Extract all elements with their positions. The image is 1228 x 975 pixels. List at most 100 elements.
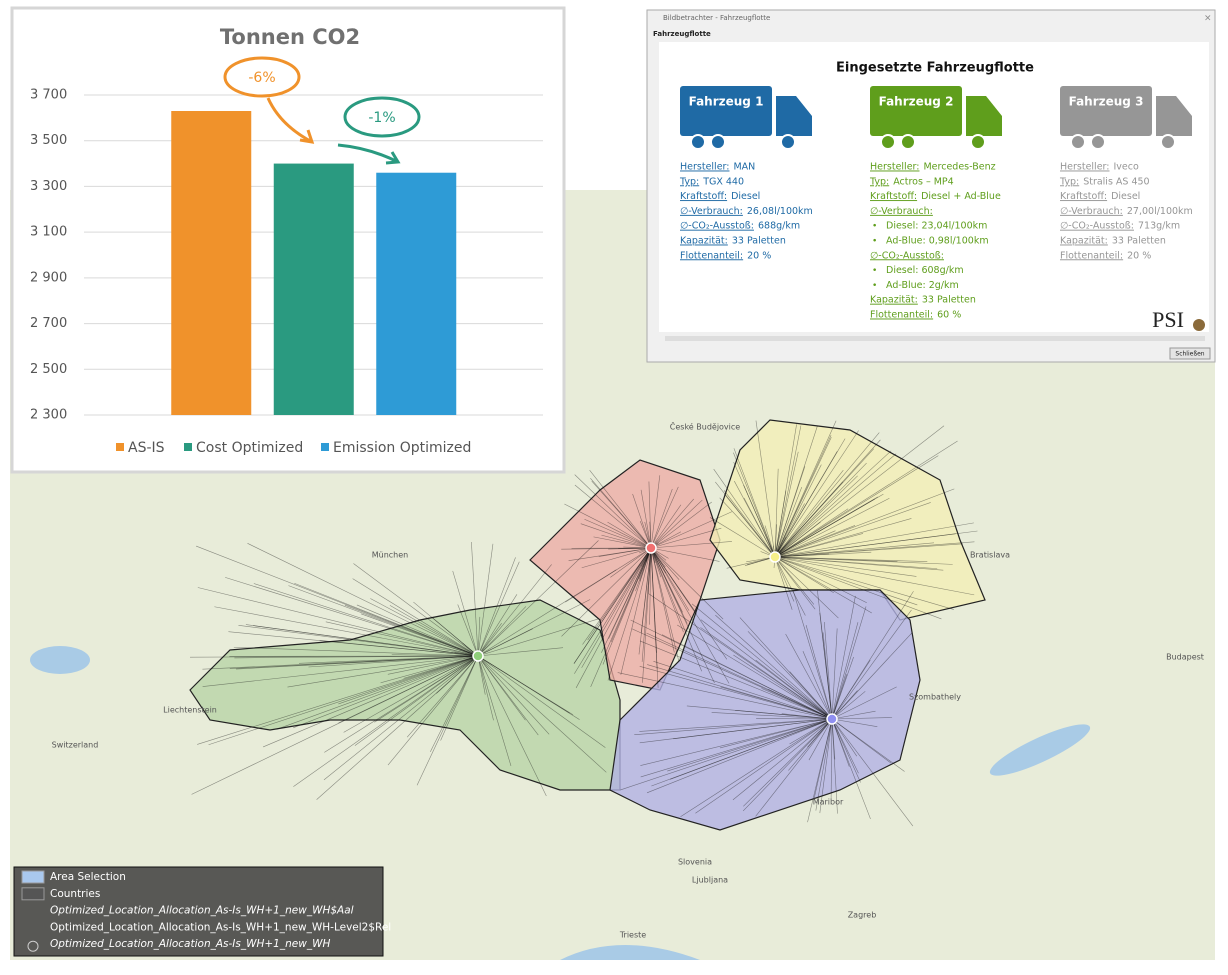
bullet: • <box>872 222 877 232</box>
line-label: Kraftstoff: <box>1060 191 1107 202</box>
line-value: Diesel <box>1111 191 1140 202</box>
line-label: Typ: <box>679 176 699 187</box>
dialog: Bildbetrachter - Fahrzeugflotte × Fahrze… <box>647 10 1215 362</box>
line-label: Kraftstoff: <box>870 191 917 202</box>
truck-label: Fahrzeug 1 <box>689 95 764 109</box>
line-value: 20 % <box>747 250 771 261</box>
legend-label: Area Selection <box>50 871 126 883</box>
y-tick-label: 2 300 <box>30 408 67 423</box>
line-value: Mercedes-Benz <box>923 162 995 173</box>
line-value: 60 % <box>937 310 961 321</box>
line-label: Flottenanteil: <box>870 310 933 321</box>
tab[interactable]: Fahrzeugflotte <box>653 30 711 38</box>
wheel <box>1091 135 1105 149</box>
place-label: Switzerland <box>52 741 99 750</box>
close-icon[interactable]: × <box>1204 14 1212 24</box>
truck-label: Fahrzeug 3 <box>1069 95 1144 109</box>
place-label: München <box>372 551 409 560</box>
legend-label: Countries <box>50 888 100 900</box>
line-value: Actros – MP4 <box>893 176 954 187</box>
place-label: Slovenia <box>678 858 712 867</box>
legend-symbol <box>22 871 44 883</box>
line-value: Stralis AS 450 <box>1083 176 1149 187</box>
truck-label: Fahrzeug 2 <box>879 95 954 109</box>
line-text: Diesel: 608g/km <box>886 265 964 276</box>
hub <box>827 714 837 724</box>
line-label: Hersteller: <box>1060 162 1109 173</box>
legend-swatch <box>116 443 124 451</box>
line-label: ∅-CO₂-Ausstoß: <box>680 221 754 232</box>
place-label: České Budějovice <box>670 421 741 432</box>
wheel <box>971 135 985 149</box>
line-label: Kapazität: <box>870 295 918 306</box>
hub <box>646 543 656 553</box>
line-value: MAN <box>733 162 755 173</box>
line-value: 27,00l/100km <box>1127 206 1193 217</box>
wheel <box>881 135 895 149</box>
line-label: Kraftstoff: <box>680 191 727 202</box>
line-value: TGX 440 <box>702 176 744 187</box>
y-tick-label: 2 700 <box>30 316 67 331</box>
legend-label: Optimized_Location_Allocation_As-Is_WH+1… <box>50 921 391 933</box>
y-tick-label: 3 700 <box>30 88 67 103</box>
legend-label: AS-IS <box>128 440 165 456</box>
bar <box>376 173 456 415</box>
line-label: Flottenanteil: <box>680 250 743 261</box>
scrollbar[interactable] <box>665 336 1205 341</box>
truck-body <box>1060 86 1152 136</box>
y-tick-label: 3 500 <box>30 133 67 148</box>
line-value: Diesel + Ad-Blue <box>921 191 1001 202</box>
legend-swatch <box>184 443 192 451</box>
truck-body <box>870 86 962 136</box>
line-value: 20 % <box>1127 250 1151 261</box>
y-tick-label: 3 100 <box>30 225 67 240</box>
legend-label: Optimized_Location_Allocation_As-Is_WH+1… <box>50 905 354 917</box>
line-label: ∅-Verbrauch: <box>1060 206 1123 217</box>
heading: Eingesetzte Fahrzeugflotte <box>836 61 1034 76</box>
annotation: -1% <box>368 110 395 126</box>
bullet: • <box>872 237 877 247</box>
line-text: Ad-Blue: 2g/km <box>886 280 959 291</box>
truck-body <box>680 86 772 136</box>
line-label: Hersteller: <box>870 162 919 173</box>
y-tick-label: 3 300 <box>30 179 67 194</box>
line-label: Typ: <box>1059 176 1079 187</box>
legend-label: Optimized_Location_Allocation_As-Is_WH+1… <box>50 938 330 950</box>
logo-icon <box>1193 319 1205 331</box>
logo: PSI <box>1152 307 1184 332</box>
line-value: Iveco <box>1113 162 1138 173</box>
place-label: Liechtenstein <box>163 706 217 715</box>
wheel <box>1161 135 1175 149</box>
legend-label: Cost Optimized <box>196 440 303 456</box>
legend-symbol <box>22 888 44 900</box>
line-label: Flottenanteil: <box>1060 250 1123 261</box>
line-value: Diesel <box>731 191 760 202</box>
line-value: 33 Paletten <box>1112 236 1166 247</box>
window-title: Bildbetrachter - Fahrzeugflotte <box>663 14 770 22</box>
wheel <box>1071 135 1085 149</box>
wheel <box>691 135 705 149</box>
line-label: ∅-Verbrauch: <box>680 206 743 217</box>
legend-swatch <box>321 443 329 451</box>
bullet: • <box>872 281 877 291</box>
y-tick-label: 2 900 <box>30 270 67 285</box>
chart-title: Tonnen CO2 <box>220 25 360 49</box>
bar <box>171 111 251 415</box>
place-label: Bratislava <box>970 551 1010 560</box>
line-value: 33 Paletten <box>922 295 976 306</box>
line-label: Kapazität: <box>1060 236 1108 247</box>
place-label: Zagreb <box>848 911 877 920</box>
line-label: Hersteller: <box>680 162 729 173</box>
line-label: ∅-Verbrauch: <box>870 206 933 217</box>
bullet: • <box>872 266 877 276</box>
wheel <box>711 135 725 149</box>
line-value: 26,08l/100km <box>747 206 813 217</box>
line-label: ∅-CO₂-Ausstoß: <box>870 250 944 261</box>
line-value: 33 Paletten <box>732 236 786 247</box>
wheel <box>901 135 915 149</box>
wheel <box>781 135 795 149</box>
line-label: Kapazität: <box>680 236 728 247</box>
place-label: Trieste <box>619 931 646 940</box>
button-label[interactable]: Schließen <box>1175 351 1204 358</box>
